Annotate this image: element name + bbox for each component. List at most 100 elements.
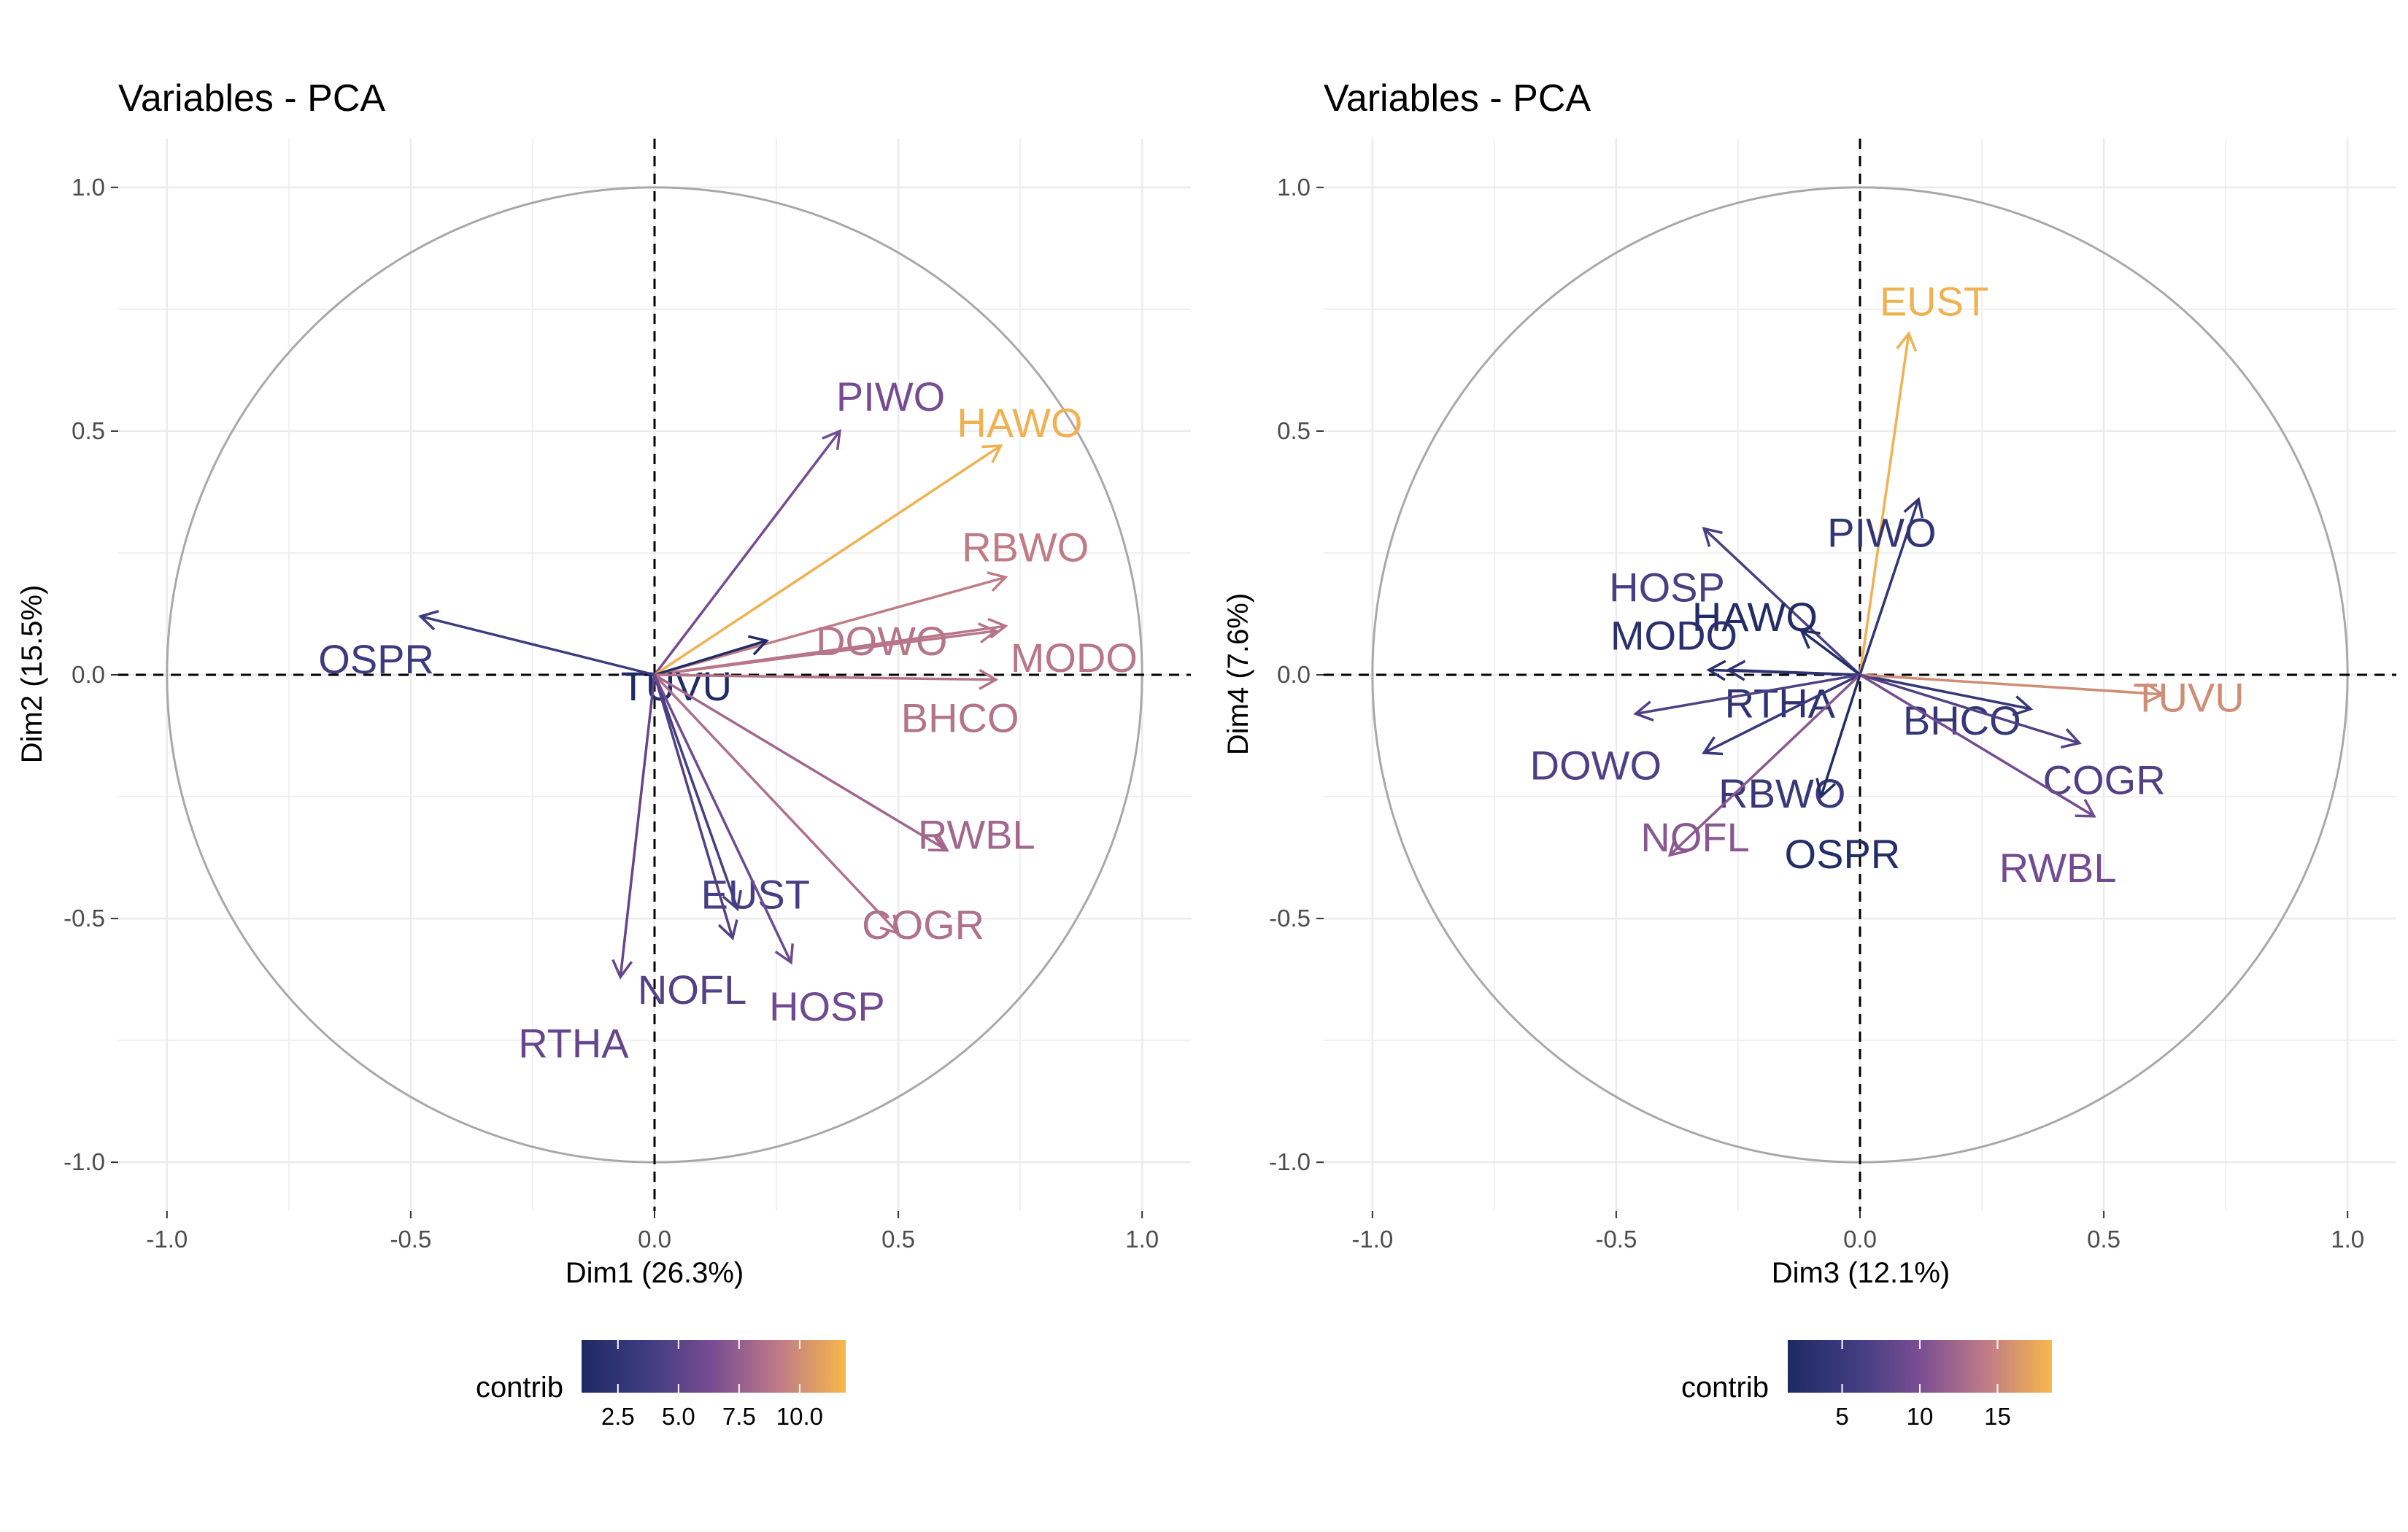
arrowhead-rwbl: [2075, 799, 2096, 818]
arrow-cogr: [653, 673, 900, 935]
label-rtha: RTHA: [518, 1020, 629, 1066]
legend-tick-label: 2.5: [601, 1403, 635, 1430]
arrow-nofl: [653, 674, 734, 939]
arrowhead-hosp: [774, 943, 794, 965]
legend-title: contrib: [476, 1372, 563, 1404]
arrowhead-modo: [978, 622, 999, 644]
legend-ticks: 5 10 15: [1835, 1340, 2011, 1430]
pca-panel-dim1-dim2: Variables - PCA -1.0 -0.5 0.0 0.5 1.0 -1.0 -0.…: [16, 77, 1191, 1430]
label-eust: EUST: [701, 872, 810, 918]
plot-area: -1.0 -0.5 0.0 0.5 1.0 -1.0 -0.5 0.0 0.5 1.0 PIWO HA…: [63, 139, 1191, 1253]
panel-title: Variables - PCA: [1324, 77, 1591, 120]
label-cogr: COGR: [2043, 757, 2166, 803]
arrowhead-nofl: [717, 919, 738, 941]
label-rwbl: RWBL: [918, 812, 1035, 858]
y-tick-label: 0.0: [72, 661, 105, 688]
arrow-rbwo: [654, 576, 1006, 676]
x-tick-label: -0.5: [390, 1226, 431, 1253]
arrowhead-hosp: [1702, 527, 1723, 547]
arrow-cogr: [1859, 673, 2080, 745]
arrowhead-tuvu: [2145, 682, 2165, 704]
arrow-rtha: [1728, 668, 1861, 676]
label-ospr: OSPR: [318, 636, 434, 682]
legend-ticks: 2.5 5.0 7.5 10.0: [601, 1340, 823, 1430]
arrowhead-bhco: [2012, 695, 2034, 716]
arrow-eust: [1859, 333, 1910, 676]
x-tick-label: 0.0: [1843, 1226, 1877, 1253]
arrow-bhco: [1859, 673, 2031, 711]
arrowhead-ospr: [417, 609, 439, 631]
y-tick-label: 1.0: [72, 174, 105, 201]
label-piwo: PIWO: [1827, 509, 1936, 555]
arrow-piwo: [653, 430, 841, 676]
arrow-nofl: [1669, 673, 1861, 856]
arrowhead-ospr: [1815, 778, 1836, 800]
arrowhead-nofl: [1667, 836, 1689, 857]
arrowhead-tuvu: [747, 635, 770, 656]
y-tick-label: -1.0: [63, 1148, 105, 1175]
label-rwbl: RWBL: [1999, 845, 2117, 891]
arrow-ospr: [420, 615, 655, 676]
x-tick-label: 1.0: [1125, 1226, 1159, 1253]
arrow-tuvu: [1859, 673, 2163, 696]
arrow-rtha: [619, 674, 656, 978]
arrowhead-modo: [1706, 659, 1726, 681]
x-axis-title: Dim3 (12.1%): [1772, 1257, 1950, 1289]
arrowhead-piwo: [1903, 497, 1924, 519]
y-tick-label: 1.0: [1277, 174, 1311, 201]
arrowhead-dowo: [987, 617, 1008, 639]
arrow-rwbl: [654, 673, 948, 852]
arrow-modo: [654, 630, 996, 676]
plot-area: -1.0 -0.5 0.0 0.5 1.0 -1.0 -0.5 0.0 0.5 1.0 EUST PI…: [1269, 139, 2396, 1253]
x-tick-label: 0.5: [881, 1226, 915, 1253]
y-axis-title: Dim4 (7.6%): [1222, 593, 1254, 755]
arrow-hosp: [1702, 527, 1861, 676]
x-tick-label: -0.5: [1595, 1226, 1637, 1253]
legend-title: contrib: [1681, 1372, 1769, 1404]
arrowhead-hawo: [1799, 629, 1821, 649]
arrow-eust: [653, 674, 739, 910]
x-tick-label: -1.0: [1351, 1226, 1393, 1253]
y-tick-label: 0.5: [72, 417, 105, 444]
panel-title: Variables - PCA: [118, 77, 385, 120]
arrowhead-eust: [1896, 330, 1918, 352]
label-nofl: NOFL: [638, 967, 746, 1013]
arrowhead-cogr: [879, 914, 900, 935]
arrow-bhco: [654, 673, 996, 681]
label-rtha: RTHA: [1725, 680, 1836, 726]
label-cogr: COGR: [862, 902, 984, 948]
x-tick-label: 0.0: [638, 1226, 671, 1253]
label-dowo: DOWO: [816, 618, 947, 664]
arrow-hawo: [654, 444, 1002, 676]
label-hawo: HAWO: [1692, 594, 1818, 640]
contrib-legend: contrib 2.5 5.0 7.5 10.0: [476, 1340, 846, 1430]
label-dowo: DOWO: [1530, 742, 1662, 788]
arrowhead-cogr: [2060, 728, 2083, 748]
arrow-piwo: [1859, 498, 1920, 676]
arrow-tuvu: [654, 639, 768, 676]
arrowhead-rtha: [1726, 659, 1746, 681]
arrowhead-rtha: [611, 959, 633, 980]
label-bhco: BHCO: [901, 695, 1019, 741]
y-tick-label: -0.5: [63, 905, 105, 932]
legend-tick-label: 5: [1835, 1403, 1848, 1430]
label-rbwo: RBWO: [962, 524, 1089, 570]
contrib-legend: contrib 5 10 15: [1681, 1340, 2052, 1430]
legend-tick-label: 15: [1984, 1403, 2011, 1430]
y-axis-title: Dim2 (15.5%): [16, 585, 48, 764]
y-tick-label: 0.5: [1277, 417, 1311, 444]
legend-tick-label: 10.0: [776, 1403, 823, 1430]
arrow-hawo: [1800, 630, 1861, 676]
label-hosp: HOSP: [769, 983, 885, 1029]
y-tick-label: 0.0: [1277, 661, 1311, 688]
arrowhead-piwo: [822, 429, 842, 450]
legend-tick-label: 5.0: [662, 1403, 695, 1430]
y-tick-label: -1.0: [1269, 1148, 1311, 1175]
label-nofl: NOFL: [1640, 814, 1749, 860]
label-piwo: PIWO: [836, 374, 945, 419]
x-tick-label: 1.0: [2331, 1226, 2364, 1253]
label-hosp: HOSP: [1609, 565, 1725, 611]
arrowhead-hawo: [981, 444, 1003, 464]
pca-panel-dim3-dim4: Variables - PCA -1.0 -0.5 0.0 0.5 1.0 -1.0 -0.…: [1222, 77, 2396, 1430]
